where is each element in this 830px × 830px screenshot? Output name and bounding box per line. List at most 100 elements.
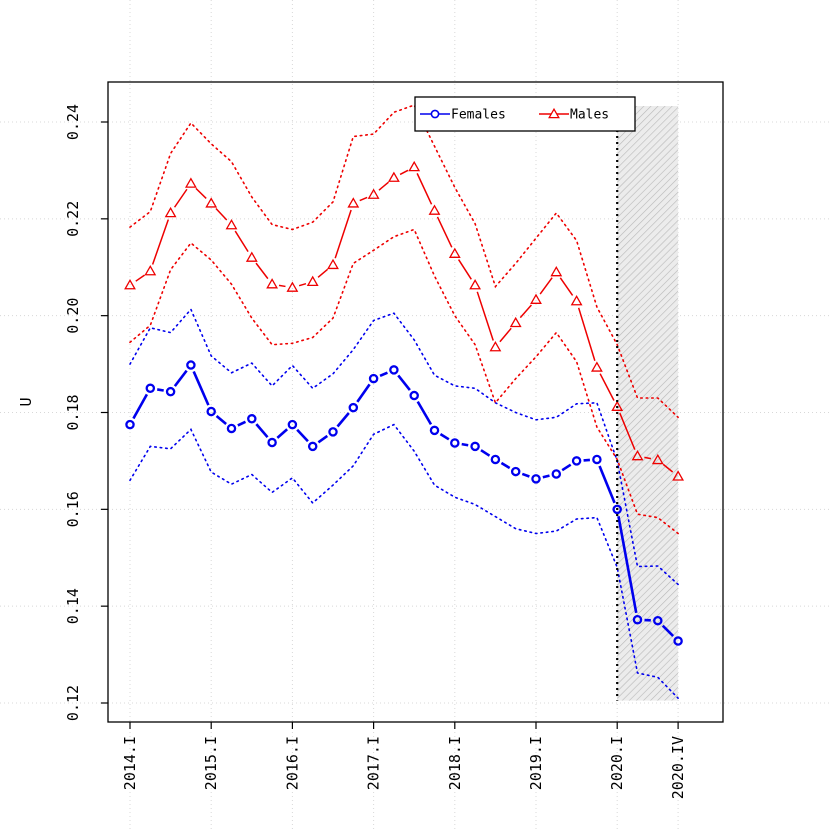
females-point: [348, 402, 359, 413]
males-line-segment: [151, 219, 169, 265]
males-point: [448, 247, 461, 258]
females-line-segment: [561, 463, 572, 472]
males-point: [205, 197, 218, 208]
males-line-segment: [135, 274, 145, 282]
males-line-segment: [662, 463, 674, 473]
plot-frame: [107, 81, 724, 723]
males-line-segment: [173, 188, 188, 208]
legend-triangle-marker: [548, 107, 560, 119]
females-point: [571, 456, 582, 466]
y-tick-label: 0.20: [64, 298, 82, 334]
males-upper-band: [129, 104, 679, 419]
females-point: [267, 437, 277, 448]
females-point: [592, 454, 602, 465]
x-tick-label: 2019.I: [527, 736, 545, 790]
males-point: [428, 204, 441, 215]
females-point: [653, 615, 663, 626]
males-point: [408, 160, 421, 172]
females-line-segment: [598, 465, 616, 504]
males-lower-band: [129, 228, 679, 535]
females-line-segment: [173, 369, 188, 387]
x-tick-label: 2020.I: [608, 736, 626, 790]
males-point: [347, 197, 360, 208]
x-tick-label: 2018.I: [446, 736, 464, 790]
females-line-segment: [439, 432, 450, 441]
legend-label: Females: [451, 108, 506, 123]
y-axis-label: U: [17, 397, 35, 406]
x-tick-label: 2017.I: [365, 736, 383, 790]
males-point: [327, 258, 339, 270]
males-point: [469, 279, 482, 290]
females-line-segment: [542, 474, 550, 479]
males-line-segment: [416, 173, 433, 205]
females-line-segment: [276, 428, 289, 439]
males-line-segment: [577, 307, 596, 361]
females-point: [165, 386, 176, 397]
males-point: [530, 293, 542, 304]
females-line-segment: [132, 393, 149, 420]
males-point: [286, 281, 299, 292]
legend-circle-marker: [430, 109, 440, 119]
females-point: [409, 390, 419, 401]
females-lower-band: [129, 423, 679, 700]
females-point: [247, 414, 257, 424]
males-line-segment: [457, 259, 472, 280]
females-line-segment: [192, 370, 210, 406]
females-point: [531, 474, 541, 484]
forecast-band: [617, 106, 679, 701]
females-point: [226, 423, 237, 434]
y-tick-label: 0.22: [64, 201, 82, 237]
males-point: [225, 219, 238, 230]
females-point: [307, 441, 318, 452]
x-tick-label: 2014.I: [121, 736, 139, 790]
females-point: [632, 614, 643, 625]
females-line-segment: [317, 434, 329, 444]
males-line-segment: [298, 282, 307, 287]
x-tick-label: 2016.I: [283, 736, 301, 790]
females-line-segment: [500, 461, 511, 470]
females-line-segment: [521, 472, 530, 478]
legend-label: Males: [570, 108, 609, 123]
males-point: [124, 279, 136, 290]
females-line-segment: [661, 624, 675, 637]
males-line-segment: [559, 277, 574, 296]
females-line-segment: [296, 428, 309, 443]
males-line-segment: [334, 209, 352, 259]
females-point: [328, 427, 338, 437]
females-point: [145, 383, 156, 394]
males-point: [266, 278, 279, 289]
males-point: [144, 265, 157, 276]
y-tick-label: 0.24: [64, 104, 82, 140]
males-point: [631, 449, 644, 461]
males-line-segment: [599, 373, 615, 401]
males-point: [164, 206, 177, 218]
females-line-segment: [379, 371, 388, 378]
males-point: [590, 361, 603, 372]
males-point: [509, 316, 522, 328]
males-line-segment: [278, 284, 286, 288]
females-line-segment: [237, 420, 247, 427]
females-line-segment: [215, 415, 227, 425]
males-line-segment: [539, 277, 553, 295]
females-point: [125, 419, 135, 430]
x-tick-label: 2015.I: [202, 736, 220, 790]
males-line-segment: [519, 304, 532, 319]
females-point: [206, 406, 216, 417]
y-tick-label: 0.12: [64, 685, 82, 721]
y-tick-label: 0.14: [64, 588, 82, 624]
females-point: [490, 454, 501, 465]
males-line-segment: [195, 187, 207, 199]
males-point: [245, 251, 258, 262]
females-line-segment: [336, 412, 350, 428]
females-point: [389, 365, 399, 375]
females-point: [450, 438, 460, 448]
females-point: [186, 360, 196, 370]
males-point: [367, 188, 380, 199]
males-line-segment: [234, 230, 249, 253]
males-line-segment: [499, 327, 512, 343]
males-line-segment: [378, 181, 390, 191]
y-tick-label: 0.16: [64, 491, 82, 527]
males-line-segment: [215, 207, 228, 221]
males-point: [651, 453, 664, 465]
males-point: [570, 295, 583, 306]
